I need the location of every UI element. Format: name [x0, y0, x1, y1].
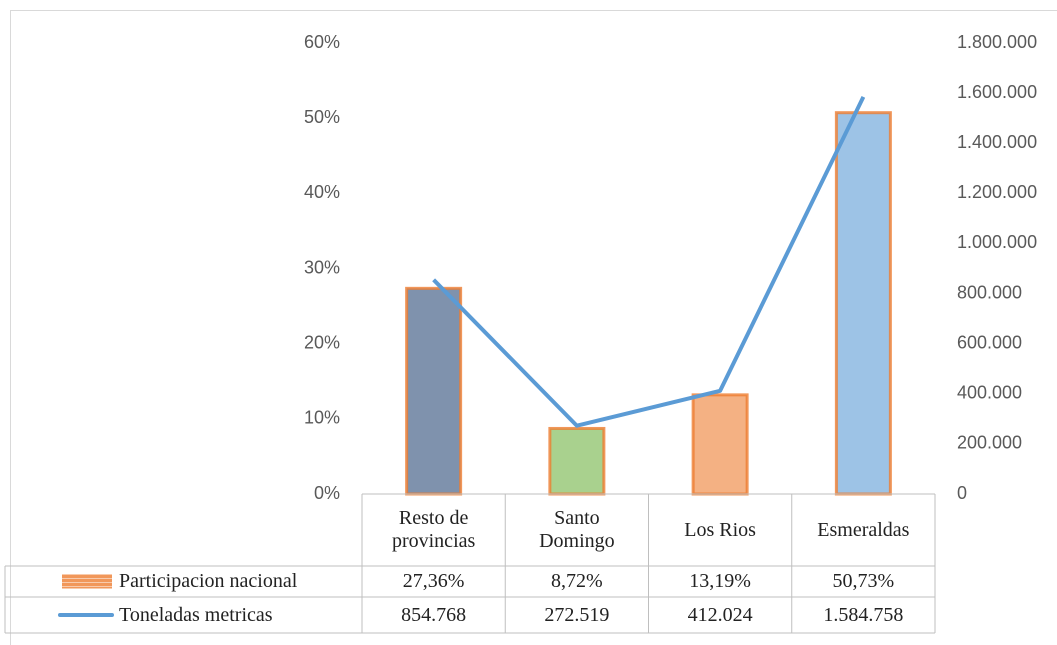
- x-tick-label: Santo Domingo: [539, 507, 615, 552]
- y2-tick-label: 400.000: [957, 383, 1022, 403]
- y2-tick-label: 1.800.000: [957, 32, 1037, 52]
- bar: [548, 426, 606, 496]
- chart-frame: [10, 10, 1057, 645]
- y-tick-label: 30%: [304, 257, 340, 277]
- bar: [405, 286, 463, 496]
- legend-label: Toneladas metricas: [119, 603, 273, 626]
- y-tick-label: 10%: [304, 408, 340, 428]
- data-label: 8,72%: [551, 570, 603, 592]
- data-label: 1.584.758: [823, 603, 904, 626]
- y2-tick-label: 1.200.000: [957, 182, 1037, 202]
- y-tick-label: 20%: [304, 332, 340, 352]
- y2-tick-label: 1.000.000: [957, 232, 1037, 252]
- line: [432, 96, 866, 428]
- data-label: 27,36%: [402, 570, 465, 592]
- y2-tick-label: 600.000: [957, 332, 1022, 352]
- data-label: 854.768: [401, 603, 467, 626]
- data-label: 13,19%: [689, 570, 751, 592]
- data-label: 272.519: [544, 603, 610, 626]
- y2-tick-label: 0: [957, 483, 967, 503]
- y-tick-label: 0%: [314, 483, 340, 503]
- bar: [834, 111, 892, 496]
- y-tick-label: 50%: [304, 107, 340, 127]
- y2-tick-label: 1.600.000: [957, 82, 1037, 102]
- y2-tick-label: 800.000: [957, 282, 1022, 302]
- x-tick-label: Resto de provincias: [391, 507, 476, 552]
- x-tick-label: Los Rios: [684, 518, 756, 541]
- y-tick-label: 40%: [304, 182, 340, 202]
- data-label: 50,73%: [832, 570, 895, 592]
- y2-tick-label: 200.000: [957, 433, 1022, 453]
- y2-tick-label: 1.400.000: [957, 132, 1037, 152]
- bar: [691, 393, 749, 496]
- data-label: 412.024: [687, 603, 753, 626]
- x-tick-label: Esmeraldas: [817, 518, 910, 541]
- legend-label: Participacion nacional: [119, 570, 298, 592]
- y-tick-label: 60%: [304, 32, 340, 52]
